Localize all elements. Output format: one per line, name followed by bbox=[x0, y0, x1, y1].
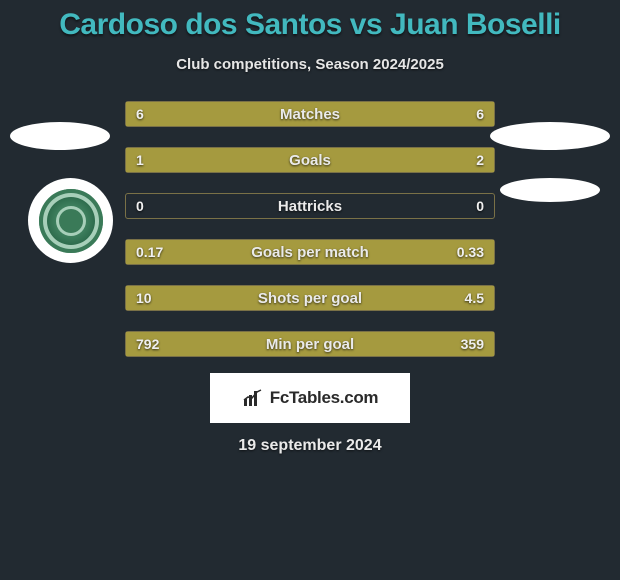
source-badge-text: FcTables.com bbox=[270, 388, 379, 408]
stat-value-left: 10 bbox=[136, 286, 152, 310]
stat-value-right: 4.5 bbox=[465, 286, 484, 310]
stat-row: 0.170.33Goals per match bbox=[125, 239, 495, 265]
team-crest bbox=[28, 178, 113, 263]
stat-value-right: 0.33 bbox=[457, 240, 484, 264]
comparison-bars: 66Matches12Goals00Hattricks0.170.33Goals… bbox=[125, 101, 495, 357]
stat-value-left: 792 bbox=[136, 332, 159, 356]
stat-value-left: 0 bbox=[136, 194, 144, 218]
stat-label: Hattricks bbox=[126, 194, 494, 218]
subtitle: Club competitions, Season 2024/2025 bbox=[0, 56, 620, 73]
decorative-ellipse bbox=[490, 122, 610, 150]
bar-fill-right bbox=[310, 102, 494, 126]
bar-fill-right bbox=[249, 148, 494, 172]
stat-row: 0 0Hattricks bbox=[125, 193, 495, 219]
stat-row: 104.5Shots per goal bbox=[125, 285, 495, 311]
source-badge: FcTables.com bbox=[210, 373, 410, 423]
stat-row: 66Matches bbox=[125, 101, 495, 127]
bar-fill-left bbox=[126, 332, 379, 356]
bar-fill-left bbox=[126, 102, 310, 126]
stat-value-right: 359 bbox=[461, 332, 484, 356]
stat-value-left: 6 bbox=[136, 102, 144, 126]
page-title: Cardoso dos Santos vs Juan Boselli bbox=[0, 0, 620, 42]
stat-value-left: 0.17 bbox=[136, 240, 163, 264]
stat-row: 792359Min per goal bbox=[125, 331, 495, 357]
decorative-ellipse bbox=[10, 122, 110, 150]
bar-fill-left bbox=[126, 148, 249, 172]
stat-value-right: 0 bbox=[476, 194, 484, 218]
crest-icon bbox=[39, 189, 103, 253]
stat-value-right: 2 bbox=[476, 148, 484, 172]
stat-value-left: 1 bbox=[136, 148, 144, 172]
chart-icon bbox=[242, 387, 264, 409]
decorative-ellipse bbox=[500, 178, 600, 202]
bar-fill-left bbox=[126, 286, 380, 310]
date-label: 19 september 2024 bbox=[0, 437, 620, 455]
stat-value-right: 6 bbox=[476, 102, 484, 126]
stat-row: 12Goals bbox=[125, 147, 495, 173]
